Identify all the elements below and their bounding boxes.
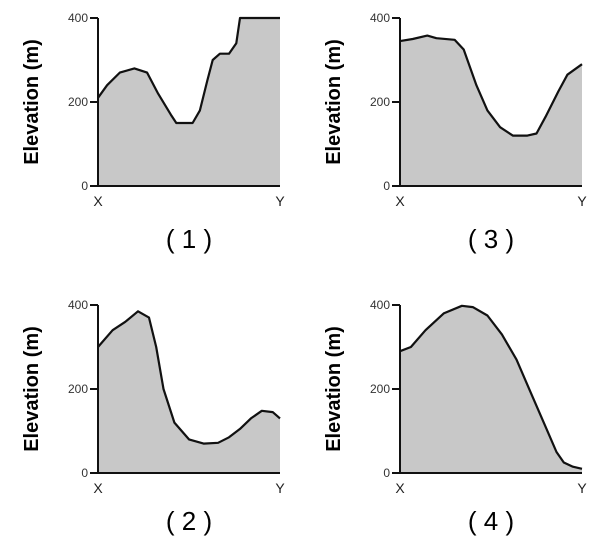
elevation-profile-line xyxy=(399,304,583,470)
elevation-profile-line xyxy=(97,310,281,445)
x-label-start: X xyxy=(395,193,405,209)
y-axis-title: Elevation (m) xyxy=(21,326,43,452)
y-tick-label: 200 xyxy=(68,382,88,396)
elevation-area xyxy=(98,18,280,186)
x-label-start: X xyxy=(395,480,405,496)
y-tick-label: 200 xyxy=(370,95,390,109)
chart-panel-1: 0 200 400 X Y Elevation (m) ( 1 ) xyxy=(21,11,285,254)
y-tick-label: 0 xyxy=(383,179,390,193)
y-tick-label: 0 xyxy=(81,179,88,193)
y-tick-label: 0 xyxy=(81,466,88,480)
elevation-area xyxy=(98,311,280,473)
x-label-end: Y xyxy=(275,193,285,209)
chart-panel-3: 0 200 400 X Y Elevation (m) ( 2 ) xyxy=(21,298,285,536)
y-axis-title: Elevation (m) xyxy=(21,39,43,165)
elevation-area xyxy=(400,35,582,186)
x-label-end: Y xyxy=(577,193,587,209)
y-tick-label: 400 xyxy=(68,298,88,312)
elevation-area xyxy=(400,305,582,473)
x-label-start: X xyxy=(93,193,103,209)
y-tick-label: 200 xyxy=(370,382,390,396)
chart-panel-4: 0 200 400 X Y Elevation (m) ( 4 ) xyxy=(323,298,587,536)
x-label-end: Y xyxy=(577,480,587,496)
panel-label: ( 1 ) xyxy=(166,224,212,254)
y-tick-label: 400 xyxy=(68,11,88,25)
x-label-start: X xyxy=(93,480,103,496)
x-label-end: Y xyxy=(275,480,285,496)
panel-label: ( 2 ) xyxy=(166,506,212,536)
y-tick-label: 400 xyxy=(370,11,390,25)
panel-label: ( 3 ) xyxy=(468,224,514,254)
elevation-profile-line xyxy=(399,34,583,137)
chart-panel-2: 0 200 400 X Y Elevation (m) ( 3 ) xyxy=(323,11,587,254)
y-tick-label: 400 xyxy=(370,298,390,312)
y-axis-title: Elevation (m) xyxy=(323,39,345,165)
y-tick-label: 200 xyxy=(68,95,88,109)
y-tick-label: 0 xyxy=(383,466,390,480)
elevation-profile-line xyxy=(97,16,280,125)
panel-label: ( 4 ) xyxy=(468,506,514,536)
y-axis-title: Elevation (m) xyxy=(323,326,345,452)
